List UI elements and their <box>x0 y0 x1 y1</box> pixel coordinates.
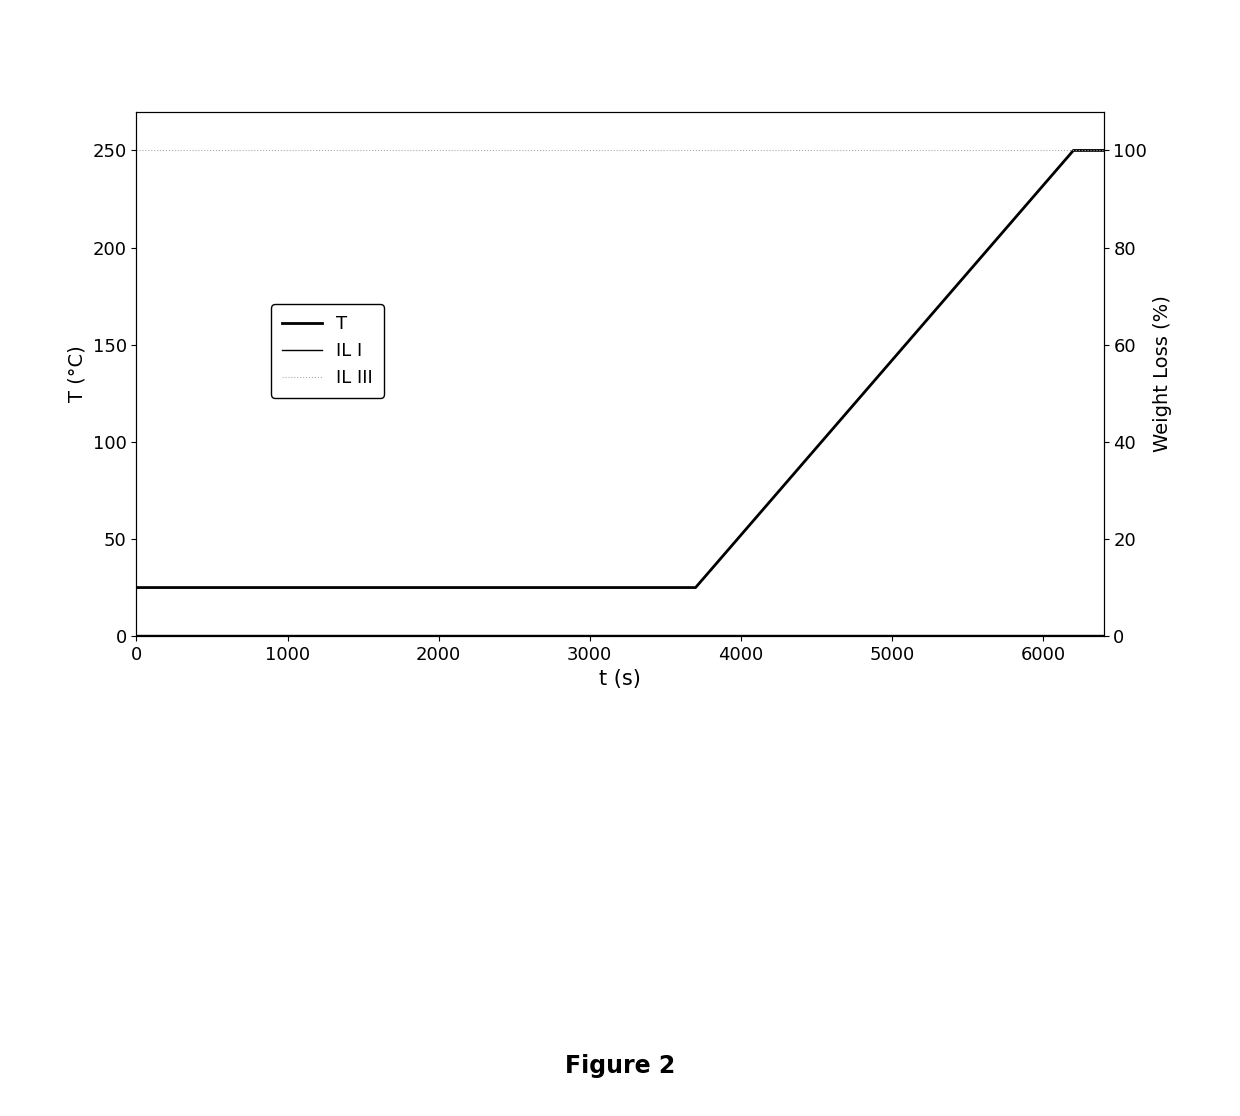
T <box>1066 144 1081 157</box>
T <box>129 580 144 594</box>
Y-axis label: Weight Loss (%): Weight Loss (%) <box>1153 296 1172 452</box>
Y-axis label: T (°C): T (°C) <box>68 346 87 402</box>
T <box>1096 144 1111 157</box>
Line: T: T <box>136 151 1104 587</box>
T <box>681 580 696 594</box>
X-axis label: t (s): t (s) <box>599 670 641 690</box>
Text: Figure 2: Figure 2 <box>565 1054 675 1078</box>
Legend: T, IL I, IL III: T, IL I, IL III <box>272 305 383 398</box>
T <box>688 580 703 594</box>
